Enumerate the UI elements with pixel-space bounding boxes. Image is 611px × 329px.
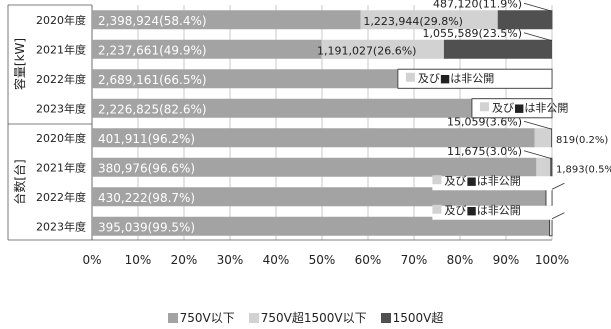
bar-value-label: 1,893(0.5%) <box>556 164 611 175</box>
legend-label: 1500V超 <box>392 311 444 325</box>
note-swatch <box>479 102 489 112</box>
bar-segment-2 <box>534 128 552 148</box>
bar-value-label: 1,055,589(23.5%) <box>422 27 522 40</box>
bar-segment-1 <box>92 187 547 207</box>
bar-value-label: 487,120(11.9%) <box>433 0 522 10</box>
bar-segment-3 <box>551 128 552 148</box>
row-label-year: 2023年度 <box>36 219 86 233</box>
bar-value-label: 380,976(96.6%) <box>98 161 195 175</box>
nondisclosure-box <box>471 98 553 119</box>
row-label-year: 2021年度 <box>36 160 86 174</box>
x-tick-label: 60% <box>355 253 382 267</box>
bar-value-label: 1,191,027(26.6%) <box>317 44 417 57</box>
group-label: 台数[台] <box>12 159 27 204</box>
callout-line <box>523 32 553 42</box>
legend-item: 1500V超 <box>380 309 444 326</box>
x-tick-label: 70% <box>401 253 428 267</box>
bar-value-label: 401,911(96.2%) <box>98 132 195 146</box>
nondisclosure-note: 及び■は非公開 <box>492 101 568 114</box>
x-tick-label: 30% <box>217 253 244 267</box>
bar-value-label: 395,039(99.5%) <box>98 220 195 234</box>
note-swatch <box>432 204 442 214</box>
nondisclosure-note: 及び■は非公開 <box>418 72 494 85</box>
row-label-year: 2020年度 <box>36 13 86 27</box>
nondisclosure-note: 及び■は非公開 <box>444 204 520 217</box>
bar-value-label: 15,059(3.6%) <box>447 115 522 128</box>
bar-value-label: 430,222(98.7%) <box>98 191 195 205</box>
x-tick-label: 20% <box>171 253 198 267</box>
x-tick-label: 10% <box>125 253 152 267</box>
group-label: 容量[kW] <box>12 38 27 90</box>
bar-value-label: 1,223,944(29.8%) <box>363 15 463 28</box>
bar-segment-1 <box>92 98 472 118</box>
callout-line <box>523 2 553 12</box>
legend-item: 750V以下 <box>167 309 235 326</box>
bar-value-label: 2,398,924(58.4%) <box>98 14 207 28</box>
legend-swatch <box>380 313 391 323</box>
note-bg <box>432 176 565 191</box>
bar-segment-1 <box>92 157 537 177</box>
bar-segment-1 <box>92 39 322 59</box>
bar-value-label: 2,689,161(66.5%) <box>98 73 207 87</box>
legend-label: 750V超1500V以下 <box>260 311 367 325</box>
bar-segment-3 <box>550 157 553 177</box>
bar-segment-1 <box>92 216 550 236</box>
callout-line <box>523 120 553 130</box>
chart-legend: 750V以下 750V超1500V以下 1500V超 <box>0 309 611 326</box>
bar-segment-3 <box>443 39 552 59</box>
nondisclosure-box <box>397 68 553 89</box>
note-swatch <box>405 72 415 82</box>
callout-line <box>551 212 565 220</box>
row-label-year: 2020年度 <box>36 131 86 145</box>
note-bg <box>432 205 565 220</box>
x-tick-label: 100% <box>535 253 569 267</box>
bar-segment-1 <box>92 10 361 30</box>
x-tick-label: 80% <box>447 253 474 267</box>
bar-value-label: 2,237,661(49.9%) <box>98 43 207 57</box>
row-label-year: 2022年度 <box>36 190 86 204</box>
bar-segment-1 <box>92 128 535 148</box>
legend-swatch <box>167 313 178 323</box>
x-tick-label: 90% <box>493 253 520 267</box>
x-tick-label: 0% <box>82 253 101 267</box>
legend-label: 750V以下 <box>179 311 235 325</box>
bar-value-label: 11,675(3.0%) <box>447 145 522 158</box>
row-label-year: 2021年度 <box>36 42 86 56</box>
bar-value-label: 2,226,825(82.6%) <box>98 102 207 116</box>
row-label-year: 2022年度 <box>36 72 86 86</box>
callout-line <box>551 182 565 190</box>
bar-segment-2 <box>360 10 498 30</box>
bar-segment-2 <box>536 157 551 177</box>
stacked-bar-chart: 0% 10% 20% 30% 40% 50% 60% 70% 80% 90% 100% 容量[kW] 2… <box>7 0 611 267</box>
legend-swatch <box>248 313 259 323</box>
x-tick-label: 40% <box>263 253 290 267</box>
bar-segment-2 <box>321 39 444 59</box>
note-swatch <box>432 175 442 185</box>
x-tick-label: 50% <box>309 253 336 267</box>
bar-segment-3 <box>497 10 553 30</box>
bar-segment-1 <box>92 69 398 89</box>
legend-item: 750V超1500V以下 <box>248 309 367 326</box>
callout-line <box>523 150 553 160</box>
nondisclosure-note: 及び■は非公開 <box>444 174 520 187</box>
row-label-year: 2023年度 <box>36 101 86 115</box>
bar-value-label: 819(0.2%) <box>556 135 608 146</box>
